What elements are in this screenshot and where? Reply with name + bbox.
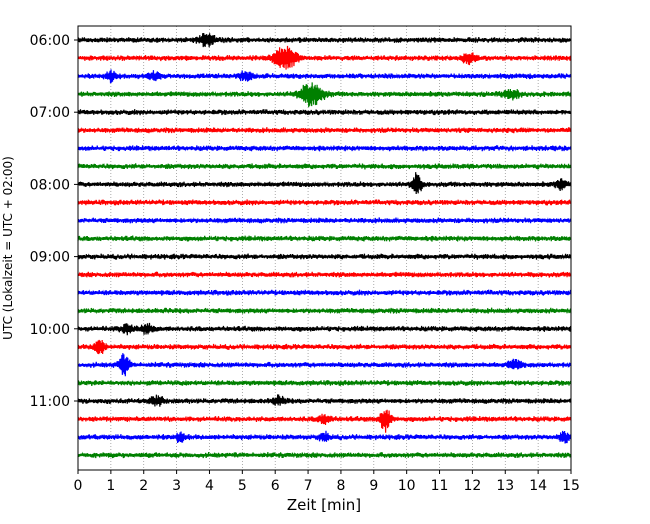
trace-line xyxy=(77,82,572,108)
trace-line xyxy=(77,394,572,407)
trace-line xyxy=(77,409,572,433)
x-tick-label: 8 xyxy=(336,478,345,494)
x-tick-label: 1 xyxy=(106,478,115,494)
seismic-traces xyxy=(77,32,572,459)
trace-line xyxy=(77,379,572,387)
x-axis-label: Zeit [min] xyxy=(287,496,361,514)
trace-line xyxy=(77,163,572,170)
x-tick-label: 3 xyxy=(172,478,181,494)
y-tick-label: 11:00 xyxy=(30,394,70,410)
grid-lines xyxy=(110,26,539,470)
trace-line xyxy=(77,271,572,279)
y-tick-label: 09:00 xyxy=(30,250,70,266)
y-tick-label: 06:00 xyxy=(30,33,70,49)
x-tick-label: 13 xyxy=(496,478,514,494)
trace-line xyxy=(77,198,572,206)
x-tick-label: 2 xyxy=(139,478,148,494)
trace-line xyxy=(77,307,572,315)
trace-line xyxy=(77,172,572,194)
trace-line xyxy=(77,126,572,134)
x-tick-label: 11 xyxy=(431,478,449,494)
trace-line xyxy=(77,322,572,336)
x-tick-label: 0 xyxy=(74,478,83,494)
x-tick-label: 15 xyxy=(562,478,580,494)
y-tick-label: 08:00 xyxy=(30,177,70,193)
x-axis-ticks: 0 1 2 3 4 5 6 7 8 9 10 11 12 13 14 15 xyxy=(74,470,580,494)
trace-line xyxy=(77,69,572,84)
trace-line xyxy=(77,32,572,48)
x-tick-label: 4 xyxy=(205,478,214,494)
trace-line xyxy=(77,430,572,444)
trace-line xyxy=(77,217,572,224)
plot-frame xyxy=(77,25,572,471)
y-axis-label: UTC (Lokalzeit = UTC + 02:00) xyxy=(1,156,15,340)
trace-line xyxy=(77,353,572,377)
x-tick-label: 9 xyxy=(369,478,378,494)
y-tick-label: 10:00 xyxy=(30,322,70,338)
y-axis-ticks: 06:00 07:00 08:00 09:00 10:00 11:00 xyxy=(30,33,78,410)
trace-line xyxy=(77,144,572,152)
x-tick-label: 7 xyxy=(304,478,313,494)
x-tick-label: 6 xyxy=(271,478,280,494)
x-tick-label: 14 xyxy=(529,478,547,494)
y-tick-label: 07:00 xyxy=(30,105,70,121)
trace-line xyxy=(77,289,572,296)
trace-line xyxy=(77,451,572,459)
x-tick-label: 5 xyxy=(238,478,247,494)
trace-line xyxy=(77,253,572,260)
x-tick-label: 12 xyxy=(463,478,481,494)
trace-line xyxy=(77,108,572,116)
x-tick-label: 10 xyxy=(398,478,416,494)
trace-line xyxy=(77,45,572,70)
trace-line xyxy=(77,235,572,242)
trace-line xyxy=(77,339,572,355)
